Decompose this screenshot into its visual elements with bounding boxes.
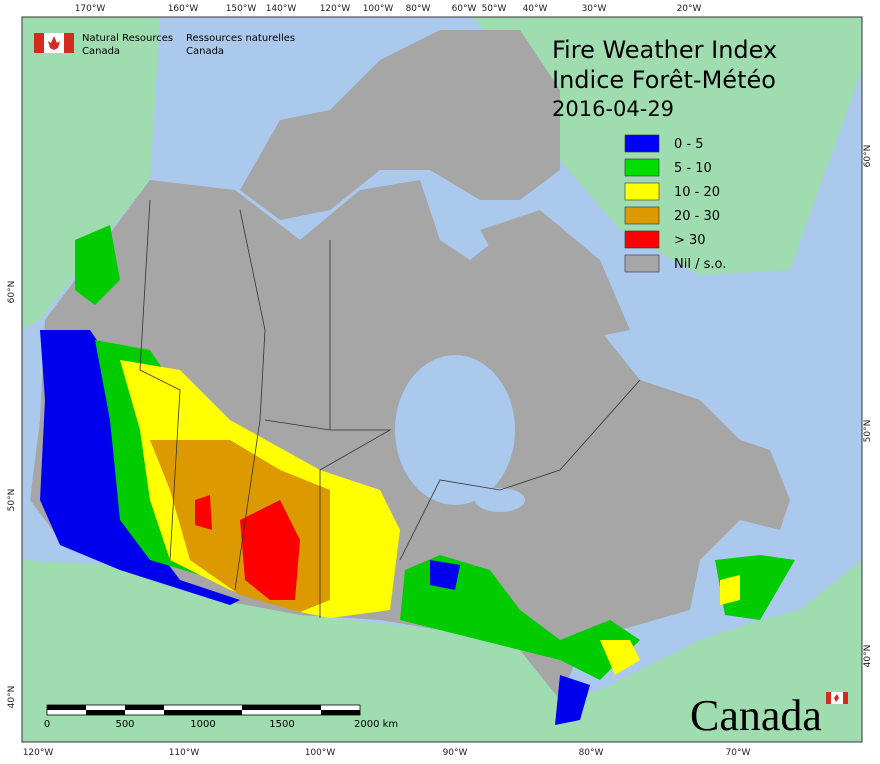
grid-label: 70°W xyxy=(726,748,751,758)
canada-wordmark: Canada xyxy=(690,691,848,740)
graticule-labels: 170°W 160°W 150°W 140°W 120°W 100°W 80°W… xyxy=(7,4,873,758)
org-fr: Ressources naturelles xyxy=(186,33,295,44)
grid-label: 60°N xyxy=(7,281,17,304)
title: Indice Forêt-Météo xyxy=(552,66,776,94)
grid-label: 50°N xyxy=(7,489,17,512)
legend-swatch xyxy=(624,206,660,225)
legend: 0 - 5 5 - 10 10 - 20 20 - 30 > 30 Nil / s.o. xyxy=(624,134,726,273)
grid-label: 100°W xyxy=(363,4,394,14)
nrcan-logo: Natural Resources Canada Ressources natu… xyxy=(34,33,295,57)
legend-label: Nil / s.o. xyxy=(674,257,726,272)
frame xyxy=(21,16,863,743)
grid-label: 20°W xyxy=(677,4,702,14)
land xyxy=(22,17,862,742)
grid-label: 160°W xyxy=(168,4,199,14)
org-fr: Canada xyxy=(186,46,224,57)
legend-label: 20 - 30 xyxy=(674,209,720,224)
legend-label: > 30 xyxy=(674,233,706,248)
grid-label: 100°W xyxy=(305,748,336,758)
wordmark: Canada xyxy=(690,691,822,740)
grid-label: 40°N xyxy=(7,686,17,709)
grid-label: 170°W xyxy=(75,4,106,14)
scale-label: 2000 km xyxy=(354,719,398,730)
scale-bar: 0 500 1000 1500 2000 km xyxy=(44,704,398,730)
legend-swatch xyxy=(624,182,660,201)
grid-label: 60°W xyxy=(452,4,477,14)
legend-swatch xyxy=(624,134,660,153)
org-en: Canada xyxy=(82,46,120,57)
grid-label: 40°W xyxy=(523,4,548,14)
scale-label: 1500 xyxy=(269,719,294,730)
scale-label: 0 xyxy=(44,719,50,730)
legend-swatch xyxy=(624,254,660,273)
grid-label: 90°W xyxy=(443,748,468,758)
grid-label: 80°W xyxy=(406,4,431,14)
grid-label: 150°W xyxy=(226,4,257,14)
grid-label: 120°W xyxy=(320,4,351,14)
title: Fire Weather Index xyxy=(552,36,777,64)
grid-label: 30°W xyxy=(582,4,607,14)
legend-swatch xyxy=(624,230,660,249)
scale-label: 1000 xyxy=(190,719,215,730)
grid-label: 140°W xyxy=(266,4,297,14)
scale-label: 500 xyxy=(115,719,134,730)
org-en: Natural Resources xyxy=(82,33,173,44)
legend-label: 0 - 5 xyxy=(674,137,704,152)
grid-label: 40°N xyxy=(863,645,873,668)
date: 2016-04-29 xyxy=(552,97,674,121)
grid-label: 110°W xyxy=(169,748,200,758)
grid-label: 50°W xyxy=(482,4,507,14)
grid-label: 120°W xyxy=(23,748,54,758)
legend-label: 10 - 20 xyxy=(674,185,720,200)
legend-label: 5 - 10 xyxy=(674,161,712,176)
legend-swatch xyxy=(624,158,660,177)
grid-label: 80°W xyxy=(579,748,604,758)
grid-label: 50°N xyxy=(863,420,873,443)
grid-label: 60°N xyxy=(863,145,873,168)
